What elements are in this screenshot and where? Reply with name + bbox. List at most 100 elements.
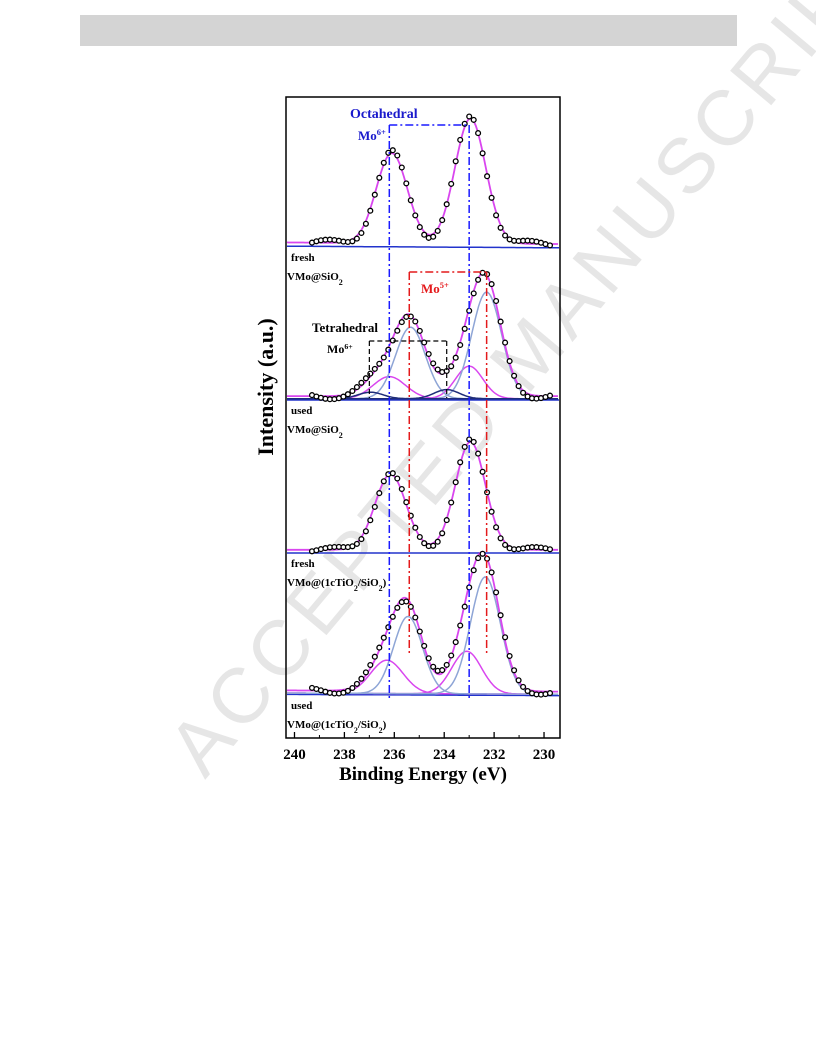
data-point <box>389 470 396 477</box>
data-point <box>475 276 482 283</box>
data-point <box>358 536 365 543</box>
data-point <box>407 603 414 610</box>
sample-name-label: VMo@SiO2 <box>287 424 343 440</box>
x-tick-label: 232 <box>483 747 506 763</box>
data-point <box>546 242 554 249</box>
data-point <box>452 639 459 646</box>
fit-envelope <box>287 271 558 397</box>
sample-name-label: VMo@(1cTiO2/SiO2) <box>287 577 387 593</box>
data-point <box>434 538 441 545</box>
reference-guides <box>368 124 488 700</box>
data-point <box>452 158 459 165</box>
data-point <box>506 358 513 365</box>
x-tick-label: 240 <box>283 747 306 763</box>
data-point <box>412 614 419 621</box>
data-point <box>484 173 491 180</box>
data-point <box>380 354 387 361</box>
data-point <box>466 113 473 120</box>
x-tick-label: 238 <box>333 747 356 763</box>
data-point <box>448 180 455 187</box>
tetrahedral-mo6-annotation: Mo6+ <box>327 342 353 357</box>
data-point <box>380 478 387 485</box>
data-point <box>497 535 504 542</box>
data-point <box>349 238 356 245</box>
data-point <box>380 159 387 166</box>
data-point <box>407 197 414 204</box>
spectrum-panel-1: fresh VMo@SiO2 <box>286 113 559 287</box>
x-tick-label: 234 <box>433 747 456 763</box>
data-point <box>448 652 455 659</box>
data-point <box>511 372 518 379</box>
data-point <box>358 379 365 386</box>
data-point <box>497 318 504 325</box>
data-point <box>475 130 482 137</box>
data-point <box>430 542 437 549</box>
data-point <box>362 528 369 535</box>
data-point <box>403 598 410 605</box>
data-point <box>421 642 428 649</box>
page-header-bar <box>80 15 737 46</box>
data-point <box>497 224 504 231</box>
data-point <box>457 341 464 349</box>
data-point <box>349 387 356 395</box>
spectrum-panel-2: used VMo@SiO2 <box>287 269 559 440</box>
data-point <box>344 687 351 694</box>
octahedral-mo6-annotation: Mo6+ <box>358 127 386 143</box>
data-point <box>461 603 468 610</box>
x-axis-label: Binding Energy (eV) <box>339 764 507 785</box>
data-point <box>461 325 468 332</box>
data-point <box>461 443 468 450</box>
data-point <box>398 164 405 171</box>
data-point <box>470 438 477 445</box>
x-axis: 240 238 236 234 232 230 <box>283 732 555 763</box>
data-point <box>470 116 477 123</box>
data-point <box>403 499 410 506</box>
data-point <box>470 567 477 574</box>
data-point <box>515 677 522 684</box>
sample-state-label: fresh <box>291 252 315 264</box>
data-point <box>546 392 554 399</box>
data-point <box>421 231 428 238</box>
data-point <box>493 212 500 219</box>
data-point <box>416 224 423 231</box>
data-point <box>380 634 387 641</box>
data-point <box>502 232 509 239</box>
data-point <box>358 229 365 237</box>
data-point <box>403 180 410 187</box>
data-point <box>439 530 446 537</box>
data-point <box>371 503 378 510</box>
data-point <box>344 391 351 398</box>
data-point <box>493 524 500 531</box>
data-point <box>511 667 518 674</box>
fit-component-oct <box>287 659 558 696</box>
data-point <box>353 680 360 687</box>
data-point <box>502 339 509 346</box>
data-point <box>371 653 378 660</box>
data-point <box>394 475 401 482</box>
data-point <box>376 490 383 497</box>
sample-state-label: used <box>291 700 312 712</box>
data-point <box>353 235 360 242</box>
data-point <box>412 318 419 325</box>
background-line <box>287 245 559 249</box>
data-point <box>416 628 423 635</box>
sample-state-label: fresh <box>291 558 315 570</box>
spectrum-panel-3: fresh VMo@(1cTiO2/SiO2) <box>287 436 559 593</box>
mo5-annotation: Mo5+ <box>421 280 449 296</box>
data-point <box>412 212 419 219</box>
data-point <box>520 683 527 690</box>
data-point <box>362 669 369 676</box>
data-point <box>502 541 509 548</box>
data-point <box>394 604 401 611</box>
sample-name-label: VMo@SiO2 <box>287 271 343 287</box>
octahedral-annotation: Octahedral <box>350 107 418 122</box>
plot-area: fresh VMo@SiO2 used VMo@SiO2 fresh VMo@(1cTiO… <box>286 107 559 735</box>
data-point <box>353 384 360 391</box>
data-point <box>497 612 504 619</box>
data-point <box>425 350 432 358</box>
data-point <box>358 675 365 682</box>
data-point <box>394 152 401 159</box>
data-point <box>340 393 347 400</box>
data-point <box>398 485 405 493</box>
